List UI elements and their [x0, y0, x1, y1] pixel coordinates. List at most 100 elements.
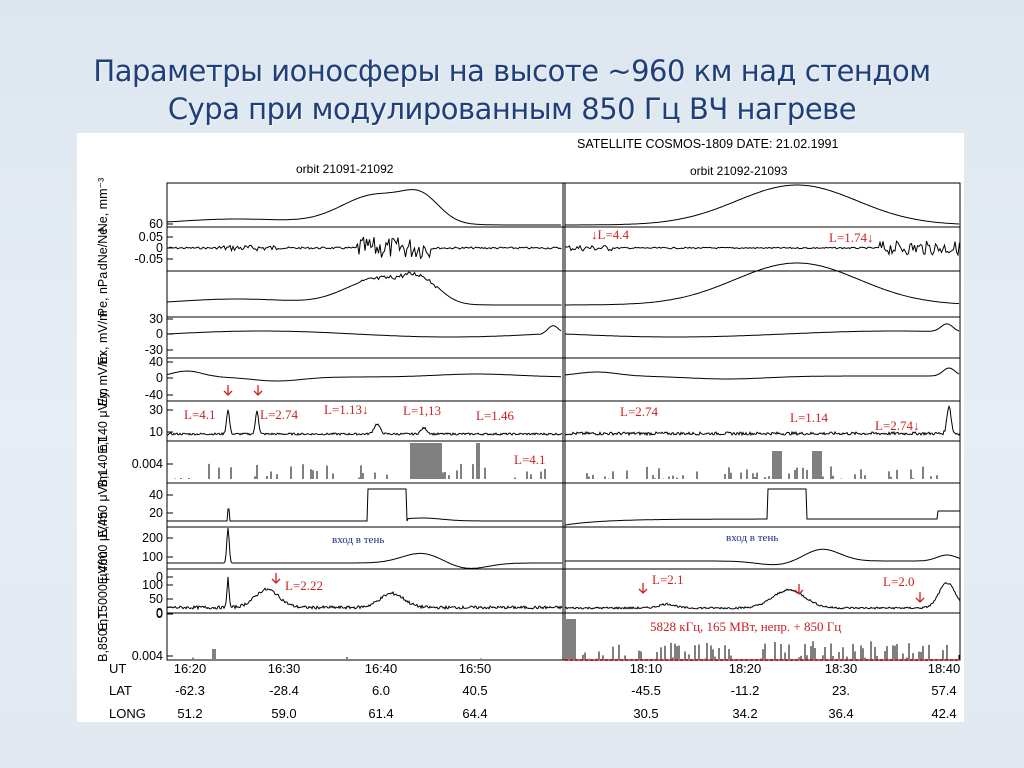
- tick-e450: 40: [149, 488, 163, 502]
- annotation-e140: L=2.74: [260, 407, 299, 422]
- x-tick-left-lat: -62.3: [175, 683, 205, 698]
- x-tick-left-long: 59.0: [271, 706, 296, 721]
- panel-label-pe: Pe, nPa: [96, 272, 110, 317]
- annotation-e140: L=1.14: [790, 410, 829, 425]
- ne-trace-right: [565, 184, 960, 226]
- tick-b140: 0.004: [132, 457, 163, 471]
- ex-trace-right: [564, 323, 960, 338]
- panel-label-e15000: E,15000 μV/m: [96, 551, 110, 630]
- e15000-trace-left: [166, 576, 563, 611]
- left-orbit-label: orbit 21091-21092: [296, 162, 394, 176]
- tick-e4600: 200: [142, 531, 163, 545]
- panel-label-ey: Ey, mV/m: [96, 353, 110, 406]
- tick-ex: 0: [156, 327, 163, 341]
- panel-label-e140: E,140 μV/m: [96, 388, 110, 454]
- red-arrow: [794, 584, 804, 595]
- panel-label-e450: E,450 μV/m: [96, 472, 110, 538]
- tick-ey: 40: [149, 355, 163, 369]
- tick-b850: 0: [156, 607, 163, 621]
- annotation-e140: L=2.74: [620, 404, 659, 419]
- annotation-e15000: L=2.1: [652, 572, 684, 587]
- x-tick-right-lat: 57.4: [931, 683, 956, 698]
- x-tick-left-lat: 6.0: [372, 683, 390, 698]
- pe-trace-right: [565, 262, 960, 306]
- red-arrow: [253, 385, 263, 396]
- tick-e15000: 0: [156, 606, 163, 620]
- dne-trace-right: [564, 240, 960, 257]
- tick-e4600: 100: [142, 550, 163, 564]
- tick-dne: -0.05: [135, 252, 164, 266]
- multi-panel-chart: SATELLITE COSMOS-1809 DATE: 21.02.1991 or…: [96, 137, 961, 721]
- x-tick-left-long: 64.4: [462, 706, 487, 721]
- satellite-header: SATELLITE COSMOS-1809 DATE: 21.02.1991: [577, 137, 839, 151]
- tick-e450: 20: [149, 506, 163, 520]
- red-arrow: [638, 583, 648, 594]
- b140-spikes-right: [586, 451, 938, 479]
- e140-trace-right: [564, 404, 961, 437]
- panel-label-b850: B,850 nT: [96, 611, 110, 662]
- annotation-shadow-left: вход в тень: [332, 534, 384, 546]
- tick-b850: 0.004: [132, 649, 163, 663]
- panel-label-ne: Ne, mm⁻³: [96, 178, 110, 233]
- e4600-trace-left: [167, 527, 562, 569]
- x-tick-left-ut: 16:40: [365, 661, 398, 676]
- tick-e15000: 50: [149, 592, 163, 606]
- annotation-e15000: L=2.0: [883, 574, 915, 589]
- slide-title-line1: Параметры ионосферы на высоте ~960 км на…: [93, 54, 931, 88]
- e450-trace-right: [564, 488, 960, 526]
- panel-label-b140: B,140 nT: [96, 436, 110, 487]
- panel-label-dne: dNe/Ne: [96, 228, 110, 270]
- e140-trace-left: [166, 409, 563, 436]
- tick-e140: 10: [149, 425, 163, 439]
- red-arrow: [223, 385, 233, 396]
- tick-ex: -30: [145, 343, 163, 357]
- e450-trace-left: [167, 488, 562, 522]
- x-tick-left-ut: 16:50: [459, 661, 492, 676]
- tick-e15000: 100: [142, 578, 163, 592]
- red-arrow: [915, 592, 925, 603]
- x-tick-right-long: 34.2: [732, 706, 757, 721]
- x-tick-right-lat: -45.5: [631, 683, 661, 698]
- ex-trace-left: [166, 325, 562, 338]
- annotation-e15000: L=2.22: [285, 578, 323, 593]
- e15000-trace-right: [564, 582, 961, 610]
- x-tick-left-ut: 16:20: [174, 661, 207, 676]
- x-tick-right-long: 36.4: [828, 706, 853, 721]
- x-tick-left-lat: 40.5: [462, 683, 487, 698]
- annotation-e140: L=1.46: [476, 408, 515, 423]
- ey-trace-right: [564, 367, 960, 380]
- x-tick-left-long: 51.2: [177, 706, 202, 721]
- dne-trace-left: [166, 236, 562, 260]
- tick-dne: 0: [156, 241, 163, 255]
- tick-ey: 0: [156, 371, 163, 385]
- annotation-e140: L=1,13: [403, 403, 441, 418]
- x-tick-left-ut: 16:30: [268, 661, 301, 676]
- tick-ex: 30: [149, 312, 163, 326]
- x-tick-right-ut: 18:10: [630, 661, 663, 676]
- annotation-dne-left: ↓L=4.4: [591, 227, 630, 242]
- x-tick-right-ut: 18:30: [825, 661, 858, 676]
- tick-e4600: 0: [156, 570, 163, 584]
- x-tick-left-lat: -28.4: [269, 683, 299, 698]
- x-tick-right-long: 42.4: [931, 706, 956, 721]
- annotation-dne-right: L=1.74↓: [829, 230, 874, 245]
- panel-label-ex: Ex, mV/m: [96, 310, 110, 364]
- x-tick-right-lat: -11.2: [731, 683, 760, 698]
- annotation-e140: L=2.74↓: [875, 418, 920, 433]
- right-orbit-label: orbit 21092-21093: [690, 164, 788, 178]
- b140-spikes-left: [174, 443, 546, 479]
- pe-trace-left: [166, 271, 562, 306]
- red-arrow: [271, 573, 281, 584]
- x-tick-right-long: 30.5: [633, 706, 658, 721]
- b850-spikes-left: [192, 649, 482, 659]
- axis-row-lat: LAT: [109, 683, 132, 698]
- ey-trace-left: [166, 370, 562, 382]
- annotation-shadow-right: вход в тень: [726, 532, 778, 544]
- annotation-b140: L=4.1: [514, 452, 546, 467]
- slide-title: Параметры ионосферы на высоте ~960 км на…: [0, 52, 1024, 128]
- x-tick-left-long: 61.4: [368, 706, 393, 721]
- e4600-trace-right: [565, 548, 961, 566]
- x-tick-right-ut: 18:20: [729, 661, 762, 676]
- tick-dne: 0.05: [139, 230, 163, 244]
- ionosphere-figure: SATELLITE COSMOS-1809 DATE: 21.02.1991 or…: [77, 133, 964, 722]
